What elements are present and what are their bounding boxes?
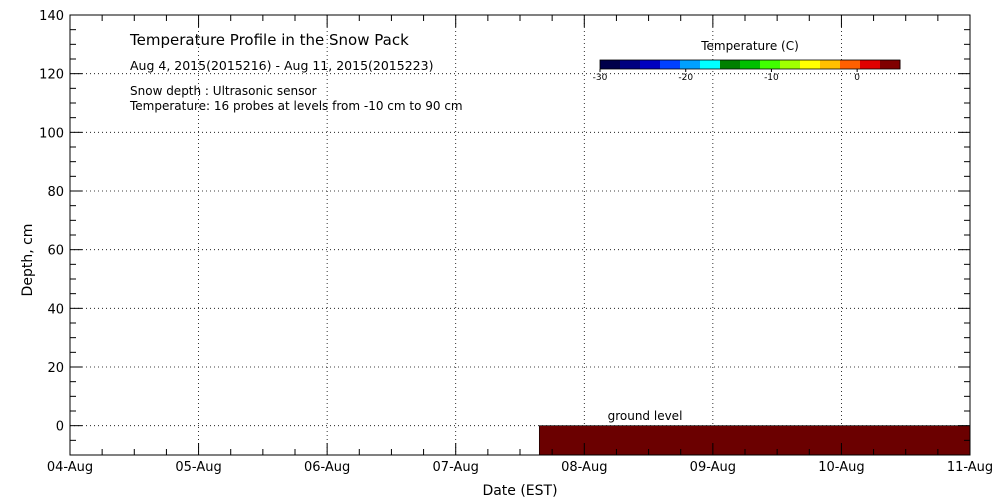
colorbar-swatch [600, 60, 621, 69]
x-tick-label: 04-Aug [47, 460, 93, 475]
colorbar-swatch [840, 60, 861, 69]
x-tick-label: 11-Aug [947, 460, 993, 475]
colorbar-swatch [760, 60, 781, 69]
y-axis-label: Depth, cm [20, 224, 36, 297]
x-tick-label: 06-Aug [304, 460, 350, 475]
chart-title: Temperature Profile in the Snow Pack [129, 31, 409, 49]
colorbar-tick-label: -20 [678, 73, 693, 83]
y-tick-label: 140 [39, 9, 64, 24]
plot-frame [69, 14, 971, 456]
note-snow-depth: Snow depth : Ultrasonic sensor [130, 84, 317, 98]
colorbar-swatch [780, 60, 801, 69]
colorbar: -30 -20 -10 0 [593, 59, 901, 83]
y-tick-label: 60 [47, 244, 64, 259]
y-tick-label: 100 [39, 126, 64, 141]
y-tick-label: 40 [47, 302, 64, 317]
data-layer [538, 425, 971, 456]
grid-layer [70, 15, 970, 455]
colorbar-swatch [860, 60, 881, 69]
y-tick-label: 20 [47, 361, 64, 376]
x-tick-label: 09-Aug [690, 460, 736, 475]
colorbar-tick-label: -30 [593, 73, 608, 83]
x-axis-label: Date (EST) [482, 483, 557, 499]
x-tick-label: 10-Aug [818, 460, 864, 475]
colorbar-swatch [700, 60, 721, 69]
colorbar-tick-label: -10 [764, 73, 779, 83]
colorbar-swatch [820, 60, 841, 69]
colorbar-swatch [680, 60, 701, 69]
colorbar-swatch [720, 60, 741, 69]
y-tick-label: 0 [56, 420, 64, 435]
x-tick-label: 05-Aug [175, 460, 221, 475]
colorbar-title: Temperature (C) [700, 39, 799, 53]
colorbar-swatch [660, 60, 681, 69]
x-tick-label: 08-Aug [561, 460, 607, 475]
colorbar-swatch [800, 60, 821, 69]
colorbar-swatch [740, 60, 761, 69]
axis-layer: 04-Aug 05-Aug 06-Aug 07-Aug 08-Aug 09-Aug 10-A… [39, 9, 993, 475]
x-tick-label: 07-Aug [433, 460, 479, 475]
ground-level-label: ground level [608, 409, 683, 423]
colorbar-swatch [640, 60, 661, 69]
colorbar-frame [599, 59, 901, 70]
y-tick-label: 80 [47, 185, 64, 200]
ground-band [538, 425, 971, 456]
colorbar-swatch [620, 60, 641, 69]
colorbar-swatch [880, 60, 901, 69]
colorbar-tick-label: 0 [854, 73, 860, 83]
note-temperature: Temperature: 16 probes at levels from -1… [129, 99, 463, 113]
chart-subtitle: Aug 4, 2015(2015216) - Aug 11, 2015(2015… [130, 58, 433, 73]
y-tick-label: 120 [39, 68, 64, 83]
